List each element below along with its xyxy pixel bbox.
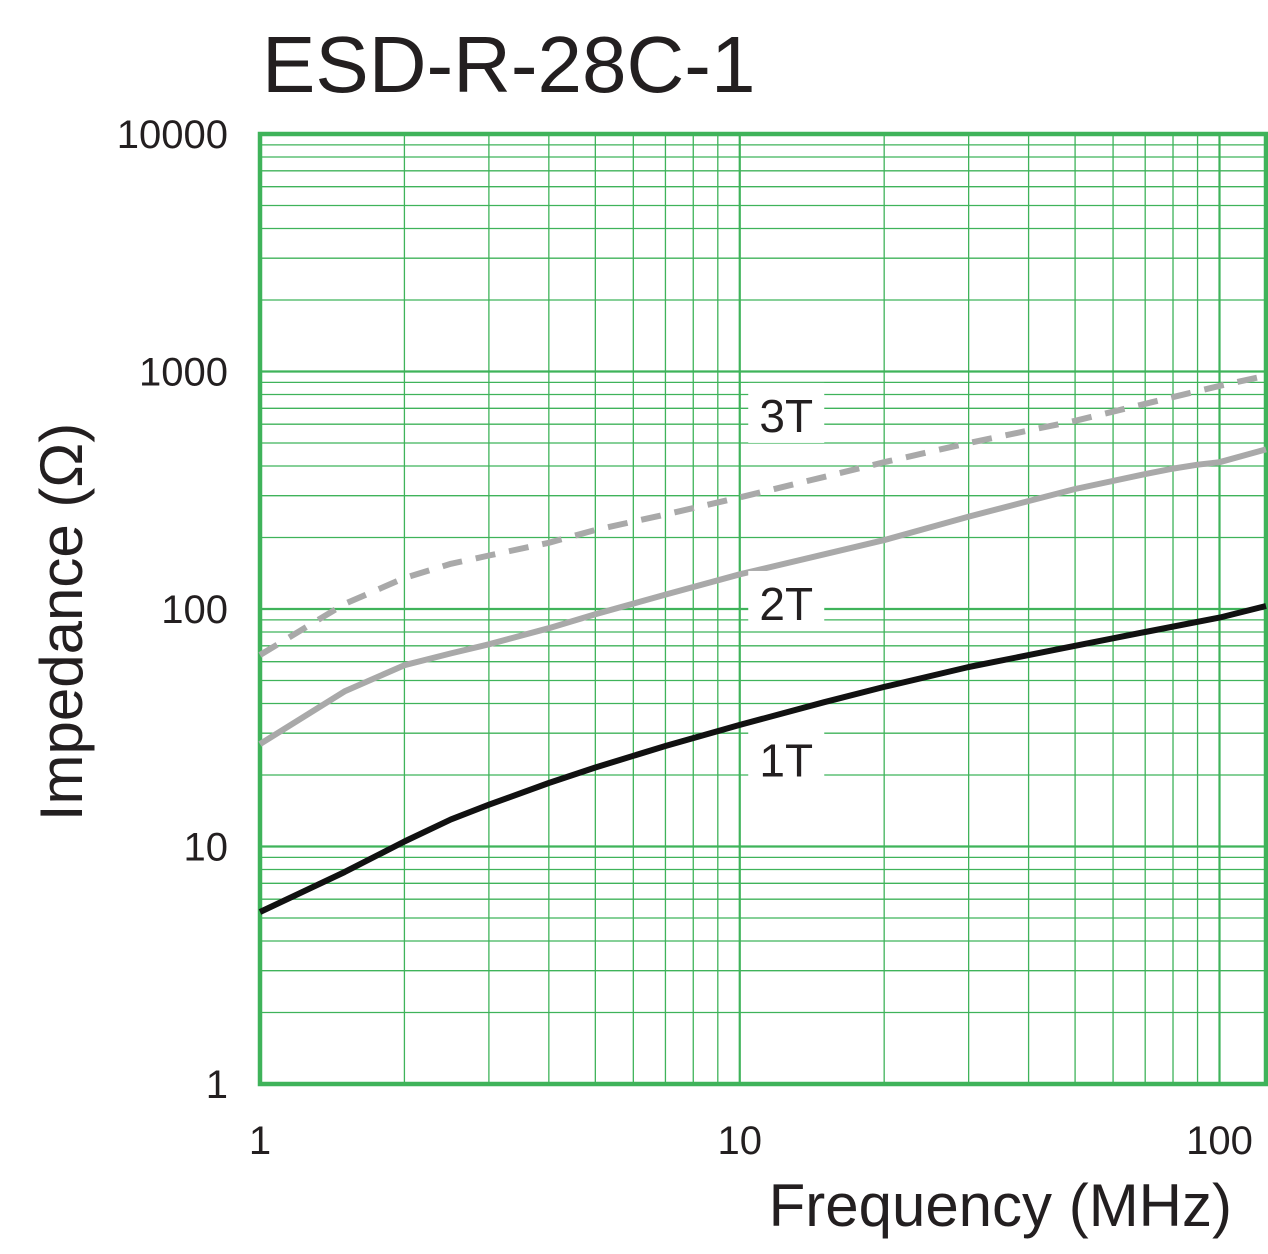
y-tick-label: 1000 [139, 351, 228, 395]
y-axis-label: Impedance (Ω) [28, 423, 95, 821]
tick-labels: 1 10 100 1 10 100 1000 10000 [117, 113, 1253, 1163]
y-tick-label: 10000 [117, 113, 228, 157]
chart-title: ESD-R-28C-1 [262, 20, 755, 109]
series-labels: 3T 2T 1T [748, 382, 825, 788]
x-tick-label: 10 [718, 1119, 763, 1163]
series-label-background [748, 570, 825, 631]
series-label-background [748, 727, 825, 788]
series-label-3t: 3T [759, 390, 813, 442]
y-tick-label: 10 [184, 826, 229, 870]
series-line-2t [258, 446, 1267, 747]
series-line-1t [258, 603, 1267, 915]
series-line-3t [258, 372, 1267, 658]
series-label-1t: 1T [759, 735, 813, 787]
grid [257, 131, 1268, 1087]
y-tick-label: 1 [206, 1063, 228, 1107]
x-tick-label: 100 [1186, 1119, 1253, 1163]
y-tick-label: 100 [161, 588, 228, 632]
x-tick-label: 1 [249, 1119, 271, 1163]
x-axis-label: Frequency (MHz) [769, 1172, 1232, 1239]
series-label-background [748, 382, 825, 443]
series-group [258, 372, 1267, 915]
series-label-2t: 2T [759, 578, 813, 630]
